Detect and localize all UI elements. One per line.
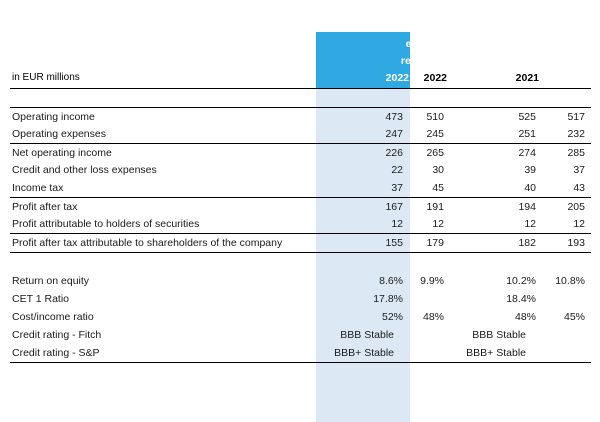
cell: 182	[518, 237, 536, 249]
cell: 12	[391, 218, 403, 230]
cell: BBB+ Stable	[334, 347, 394, 359]
cell: 251	[518, 128, 536, 140]
cell: 12	[573, 218, 585, 230]
cell: 12	[432, 218, 444, 230]
cell: 193	[567, 237, 585, 249]
col-2022-year: 2022	[385, 72, 409, 84]
cell: 274	[518, 147, 536, 159]
cell: 245	[426, 128, 444, 140]
table-row: Profit after tax attributable to shareho…	[10, 233, 591, 253]
cell: 10.2%	[506, 275, 536, 287]
row-label: Credit rating - Fitch	[12, 329, 102, 341]
col-2022-nr-line1: ex. Non-	[405, 38, 447, 50]
row-label: Income tax	[12, 182, 64, 194]
row-label: Profit after tax attributable to shareho…	[12, 237, 283, 249]
cell: BBB+ Stable	[466, 347, 526, 359]
row-label: Cost/income ratio	[12, 311, 94, 323]
cell: 8.6%	[379, 275, 403, 287]
cell: 48%	[514, 311, 536, 323]
ratio-row: Credit rating - Fitch BBB Stable BBB Sta…	[10, 326, 591, 344]
cell: BBB Stable	[340, 329, 394, 341]
cell: 45	[432, 182, 444, 194]
cell: 265	[426, 147, 444, 159]
row-label: Profit after tax	[12, 201, 78, 213]
cell: BBB Stable	[472, 329, 526, 341]
cell: 48%	[422, 311, 444, 323]
cell: 30	[432, 164, 444, 176]
cell: 52%	[381, 311, 403, 323]
table-row: Profit after tax 167 191 194 205	[10, 197, 591, 216]
cell: 39	[524, 164, 536, 176]
row-label: Credit rating - S&P	[12, 347, 100, 359]
cell: 155	[385, 237, 403, 249]
row-label: Credit and other loss expenses	[12, 164, 157, 176]
cell: 194	[518, 201, 536, 213]
table-row: Income tax 37 45 40 43	[10, 179, 591, 197]
row-label: Profit attributable to holders of securi…	[12, 218, 200, 230]
col-2021-year: 2021	[515, 72, 539, 84]
cell: 12	[524, 218, 536, 230]
table-header: in EUR millions 2022 ex. Non- recurring …	[10, 32, 591, 89]
cell: 517	[567, 111, 585, 123]
row-label: Return on equity	[12, 275, 90, 287]
cell: 473	[385, 111, 403, 123]
cell: 40	[524, 182, 536, 194]
cell: 17.8%	[373, 293, 403, 305]
cell: 510	[426, 111, 444, 123]
row-label: Net operating income	[12, 147, 112, 159]
cell: 525	[518, 111, 536, 123]
cell: 22	[391, 164, 403, 176]
ratio-row: Credit rating - S&P BBB+ Stable BBB+ Sta…	[10, 344, 591, 363]
col-2021-nr-year: 2021	[567, 72, 591, 84]
ratio-row: Return on equity 8.6% 9.9% 10.2% 10.8%	[10, 272, 591, 290]
table-row: Operating expenses 247 245 251 232	[10, 125, 591, 143]
cell: 179	[426, 237, 444, 249]
row-label: CET 1 Ratio	[12, 293, 69, 305]
cell: 10.8%	[555, 275, 585, 287]
ratio-row: CET 1 Ratio 17.8% 18.4%	[10, 290, 591, 308]
col-2022-nr-year: 2022	[423, 72, 447, 84]
cell: 205	[567, 201, 585, 213]
col-2022-nr-line2: recurring	[400, 55, 447, 67]
table-row: Net operating income 226 265 274 285	[10, 143, 591, 162]
unit-label: in EUR millions	[12, 72, 80, 83]
cell: 37	[573, 164, 585, 176]
col-2021-nr-line1: ex. Non-	[549, 38, 591, 50]
ratio-row: Cost/income ratio 52% 48% 48% 45%	[10, 308, 591, 326]
cell: 232	[567, 128, 585, 140]
cell: 191	[426, 201, 444, 213]
cell: 18.4%	[506, 293, 536, 305]
row-label: Operating expenses	[12, 128, 106, 140]
cell: 9.9%	[420, 275, 444, 287]
cell: 247	[385, 128, 403, 140]
table-row: Profit attributable to holders of securi…	[10, 215, 591, 233]
cell: 37	[391, 182, 403, 194]
cell: 45%	[563, 311, 585, 323]
cell: 226	[385, 147, 403, 159]
col-2021-nr-line2: recurring	[544, 55, 591, 67]
highlight-header-2022	[316, 32, 410, 88]
cell: 167	[385, 201, 403, 213]
row-label: Operating income	[12, 111, 95, 123]
table-row: Operating income 473 510 525 517	[10, 107, 591, 126]
cell: 43	[573, 182, 585, 194]
table-row: Credit and other loss expenses 22 30 39 …	[10, 161, 591, 179]
cell: 285	[567, 147, 585, 159]
